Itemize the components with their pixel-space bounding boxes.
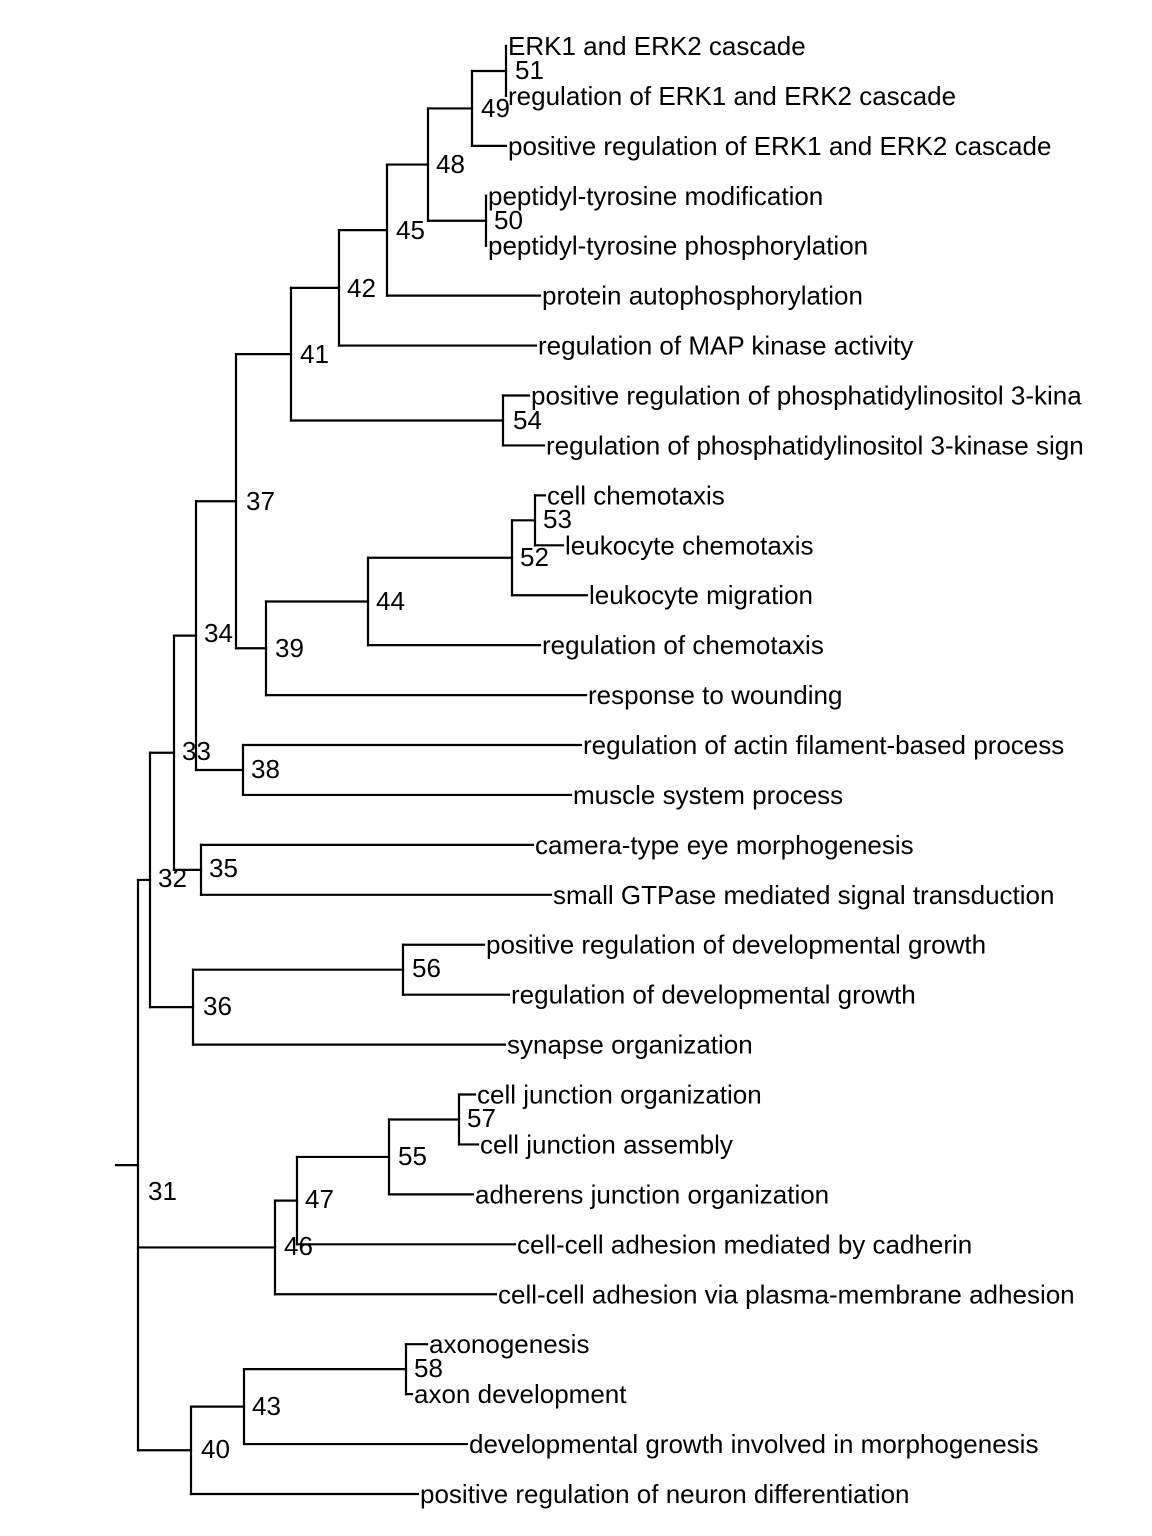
node-number-label: 42	[347, 273, 376, 303]
node-number-label: 51	[515, 55, 544, 85]
tip-label: regulation of ERK1 and ERK2 cascade	[508, 81, 956, 111]
tip-label: small GTPase mediated signal transductio…	[553, 880, 1054, 910]
tip-label: cell-cell adhesion mediated by cadherin	[517, 1229, 972, 1259]
tip-label: protein autophosphorylation	[542, 281, 863, 311]
node-number-label: 50	[494, 205, 523, 235]
tip-label: peptidyl-tyrosine phosphorylation	[488, 231, 868, 261]
node-number-label: 34	[204, 618, 233, 648]
node-number-label: 53	[543, 504, 572, 534]
tip-label: regulation of developmental growth	[511, 980, 916, 1010]
tip-label: cell-cell adhesion via plasma-membrane a…	[498, 1279, 1075, 1309]
node-number-label: 41	[300, 339, 329, 369]
tip-label: axon development	[414, 1379, 627, 1409]
node-number-label: 54	[513, 405, 542, 435]
tip-label: cell chemotaxis	[547, 480, 725, 510]
tip-label: developmental growth involved in morphog…	[469, 1429, 1038, 1459]
tip-label: regulation of phosphatidylinositol 3-kin…	[546, 430, 1084, 460]
tip-label: synapse organization	[507, 1030, 753, 1060]
node-number-label: 33	[182, 736, 211, 766]
tip-label: positive regulation of phosphatidylinosi…	[531, 381, 1082, 411]
node-number-label: 55	[398, 1141, 427, 1171]
node-number-label: 37	[246, 486, 275, 516]
node-number-label: 39	[275, 633, 304, 663]
tip-label: positive regulation of ERK1 and ERK2 cas…	[508, 131, 1051, 161]
tip-label: adherens junction organization	[475, 1179, 829, 1209]
tip-label: leukocyte migration	[589, 580, 813, 610]
node-number-label: 43	[252, 1391, 281, 1421]
tree-branches	[114, 44, 589, 1496]
node-labels: 31 32 33 34 35 36 37 38 39 40 41 42 43 44 45 46 47 48 49 50…	[148, 55, 572, 1464]
node-number-label: 46	[284, 1231, 313, 1261]
node-number-label: 49	[481, 93, 510, 123]
tip-label: response to wounding	[588, 680, 842, 710]
node-number-label: 31	[148, 1176, 177, 1206]
node-number-label: 40	[201, 1434, 230, 1464]
tip-label: camera-type eye morphogenesis	[535, 830, 914, 860]
tip-label: leukocyte chemotaxis	[565, 530, 814, 560]
node-number-label: 57	[467, 1103, 496, 1133]
node-number-label: 58	[414, 1353, 443, 1383]
tip-label: regulation of chemotaxis	[542, 630, 824, 660]
tip-label: positive regulation of developmental gro…	[486, 930, 986, 960]
node-number-label: 38	[251, 754, 280, 784]
tip-label: ERK1 and ERK2 cascade	[508, 31, 806, 61]
tip-label: peptidyl-tyrosine modification	[488, 181, 823, 211]
tip-label: regulation of actin filament-based proce…	[583, 730, 1064, 760]
tip-label: muscle system process	[573, 780, 843, 810]
tip-label: positive regulation of neuron differenti…	[420, 1479, 910, 1509]
node-number-label: 56	[412, 953, 441, 983]
tip-labels: ERK1 and ERK2 cascade regulation of ERK1 …	[414, 31, 1084, 1509]
node-number-label: 47	[305, 1184, 334, 1214]
node-number-label: 48	[436, 149, 465, 179]
node-number-label: 45	[396, 215, 425, 245]
node-number-label: 36	[203, 991, 232, 1021]
tip-label: axonogenesis	[429, 1329, 589, 1359]
tip-label: cell junction assembly	[480, 1129, 733, 1159]
node-number-label: 35	[209, 853, 238, 883]
tip-label: regulation of MAP kinase activity	[538, 331, 913, 361]
tip-label: cell junction organization	[477, 1080, 762, 1110]
node-number-label: 44	[376, 586, 405, 616]
node-number-label: 32	[158, 863, 187, 893]
node-number-label: 52	[520, 542, 549, 572]
